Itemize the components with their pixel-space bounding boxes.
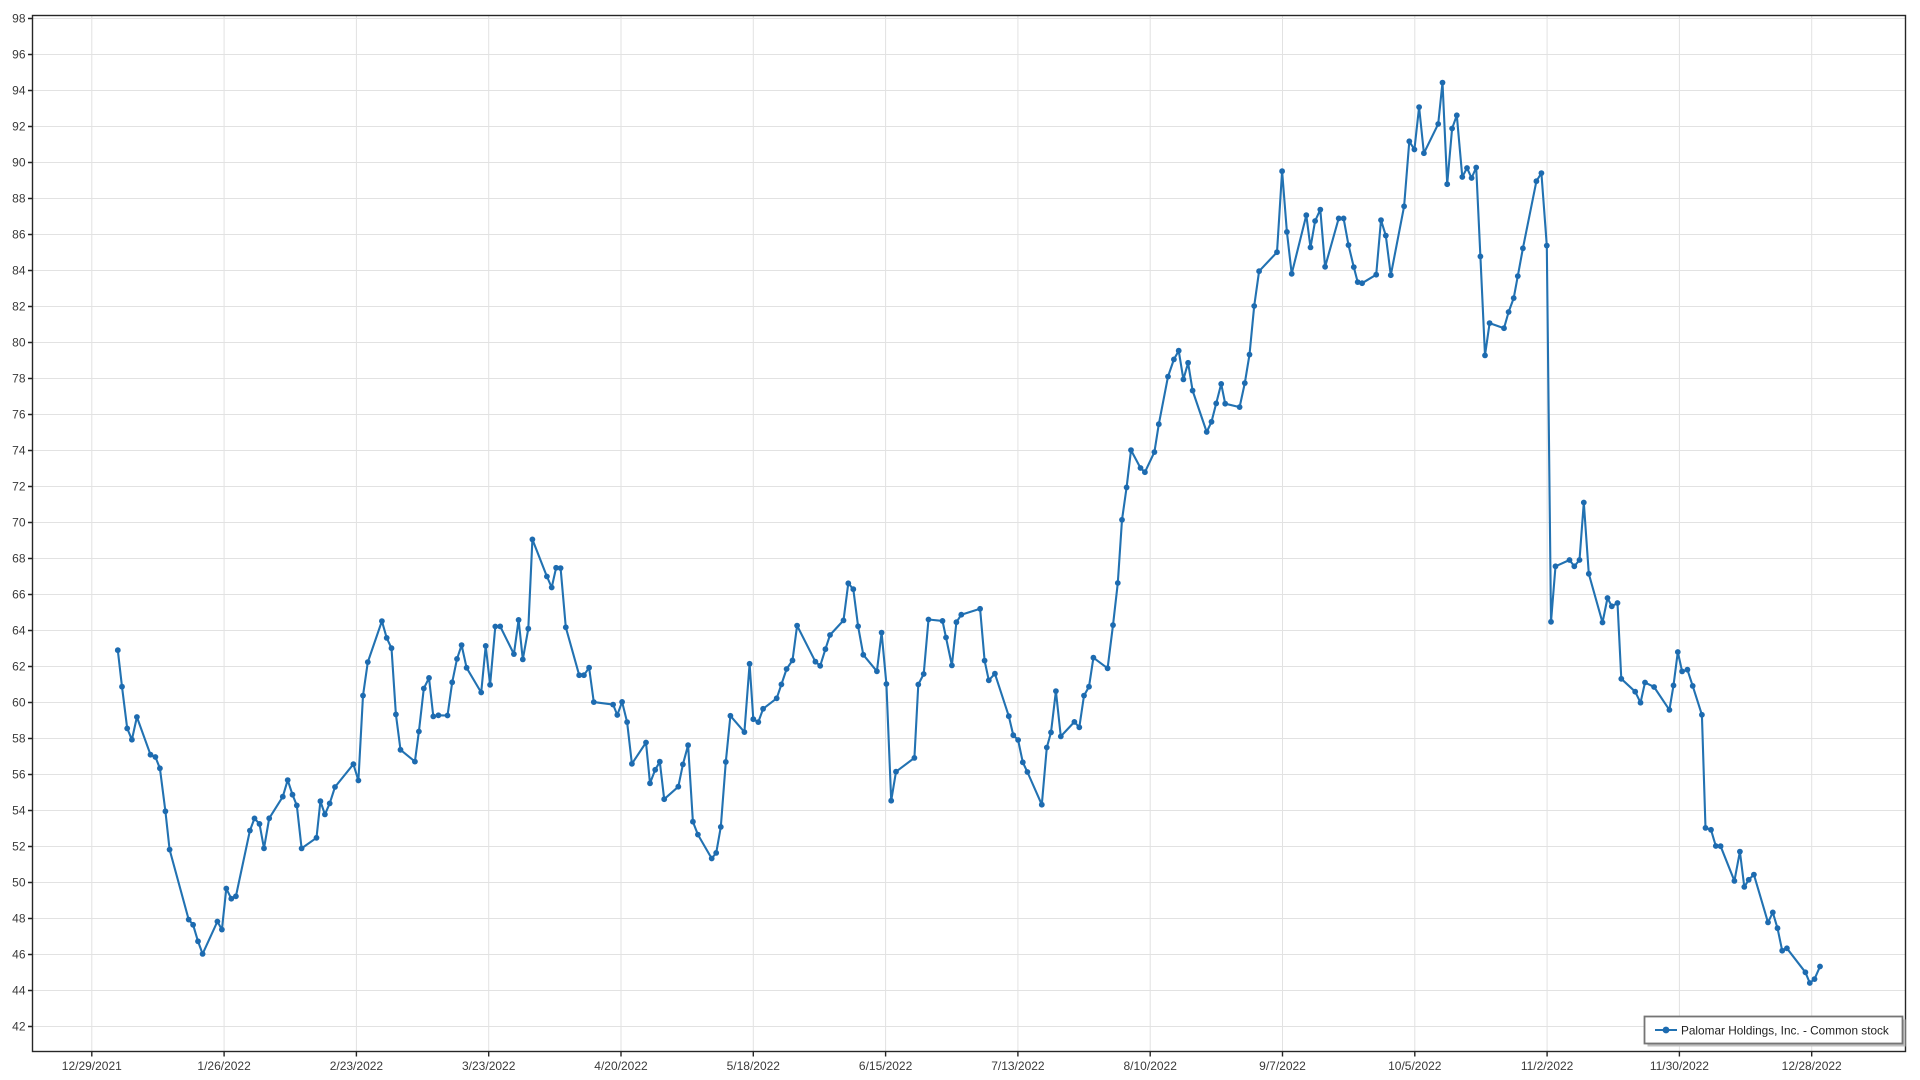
svg-text:78: 78 <box>12 372 26 386</box>
svg-text:84: 84 <box>12 264 26 278</box>
svg-text:4/20/2022: 4/20/2022 <box>594 1059 648 1073</box>
svg-text:54: 54 <box>12 804 26 818</box>
svg-text:80: 80 <box>12 336 26 350</box>
svg-text:44: 44 <box>12 984 26 998</box>
svg-text:76: 76 <box>12 408 26 422</box>
svg-text:5/18/2022: 5/18/2022 <box>727 1059 781 1073</box>
svg-text:74: 74 <box>12 444 26 458</box>
svg-text:46: 46 <box>12 948 26 962</box>
svg-text:10/5/2022: 10/5/2022 <box>1388 1059 1442 1073</box>
svg-text:3/23/2022: 3/23/2022 <box>462 1059 516 1073</box>
svg-text:72: 72 <box>12 480 26 494</box>
svg-text:86: 86 <box>12 228 26 242</box>
svg-text:9/7/2022: 9/7/2022 <box>1259 1059 1306 1073</box>
svg-text:42: 42 <box>12 1020 26 1034</box>
svg-text:12/28/2022: 12/28/2022 <box>1782 1059 1842 1073</box>
svg-text:98: 98 <box>12 12 26 26</box>
svg-text:70: 70 <box>12 516 26 530</box>
svg-text:88: 88 <box>12 192 26 206</box>
svg-text:Palomar Holdings, Inc. - Commo: Palomar Holdings, Inc. - Common stock <box>1681 1024 1889 1038</box>
svg-text:11/30/2022: 11/30/2022 <box>1650 1059 1709 1073</box>
svg-text:92: 92 <box>12 120 26 134</box>
svg-text:12/29/2021: 12/29/2021 <box>62 1059 122 1073</box>
svg-text:52: 52 <box>12 840 26 854</box>
svg-text:62: 62 <box>12 660 26 674</box>
svg-text:48: 48 <box>12 912 26 926</box>
svg-text:94: 94 <box>12 84 26 98</box>
svg-text:2/23/2022: 2/23/2022 <box>330 1059 384 1073</box>
svg-text:8/10/2022: 8/10/2022 <box>1124 1059 1178 1073</box>
svg-text:50: 50 <box>12 876 26 890</box>
svg-text:64: 64 <box>12 624 26 638</box>
svg-text:82: 82 <box>12 300 26 314</box>
svg-text:6/15/2022: 6/15/2022 <box>859 1059 913 1073</box>
svg-text:56: 56 <box>12 768 26 782</box>
svg-text:90: 90 <box>12 156 26 170</box>
svg-text:66: 66 <box>12 588 26 602</box>
svg-text:11/2/2022: 11/2/2022 <box>1521 1059 1574 1073</box>
svg-text:60: 60 <box>12 696 26 710</box>
svg-text:58: 58 <box>12 732 26 746</box>
svg-text:1/26/2022: 1/26/2022 <box>197 1059 251 1073</box>
svg-text:68: 68 <box>12 552 26 566</box>
svg-text:96: 96 <box>12 48 26 62</box>
svg-text:7/13/2022: 7/13/2022 <box>991 1059 1045 1073</box>
